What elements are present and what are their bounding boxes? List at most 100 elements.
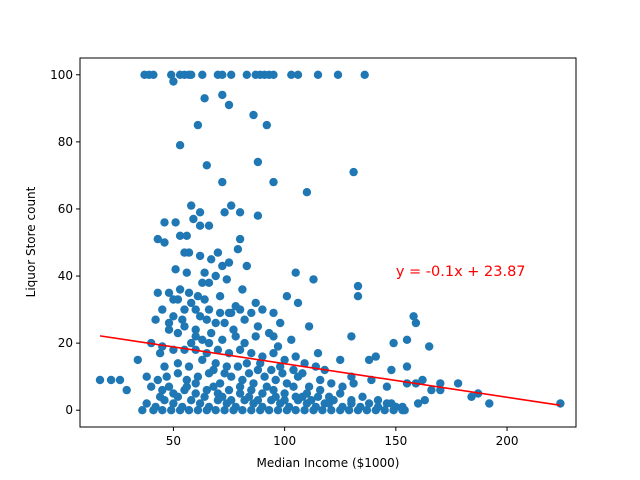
scatter-point xyxy=(164,325,174,334)
scatter-point xyxy=(289,365,298,375)
scatter-point xyxy=(324,399,334,408)
scatter-point xyxy=(280,396,289,405)
x-tick-label: 150 xyxy=(384,434,407,448)
scatter-point xyxy=(280,389,289,398)
scatter-point xyxy=(313,349,323,358)
scatter-point xyxy=(149,406,158,415)
scatter-point xyxy=(231,332,240,341)
scatter-point xyxy=(215,308,225,318)
scatter-point xyxy=(122,385,131,395)
scatter-point xyxy=(191,305,200,314)
scatter-point xyxy=(155,349,165,358)
scatter-point xyxy=(353,292,363,301)
regression-line-layer xyxy=(99,335,561,407)
scatter-point xyxy=(147,382,156,391)
scatter-point xyxy=(333,70,343,80)
scatter-point xyxy=(220,318,229,328)
scatter-point xyxy=(336,389,345,398)
y-tick-label: 100 xyxy=(50,68,73,82)
scatter-point xyxy=(211,271,220,281)
scatter-point xyxy=(269,308,278,318)
scatter-point xyxy=(262,120,271,130)
scatter-point xyxy=(420,396,429,405)
scatter-point xyxy=(253,322,263,331)
scatter-point xyxy=(247,385,256,395)
scatter-point xyxy=(267,365,276,375)
scatter-point xyxy=(251,298,260,308)
scatter-point xyxy=(184,362,194,371)
scatter-point xyxy=(318,406,327,415)
scatter-point xyxy=(215,379,225,388)
scatter-point xyxy=(398,406,407,415)
scatter-point xyxy=(360,70,369,80)
scatter-point xyxy=(195,251,205,261)
scatter-point xyxy=(262,382,271,391)
scatter-point xyxy=(191,389,200,398)
scatter-point xyxy=(198,335,207,344)
scatter-point xyxy=(387,365,396,375)
scatter-point xyxy=(227,201,236,210)
scatter-point xyxy=(300,406,309,415)
scatter-point xyxy=(220,369,229,378)
scatter-point xyxy=(211,406,220,415)
scatter-point xyxy=(195,312,205,321)
scatter-point xyxy=(193,120,203,130)
scatter-point xyxy=(200,94,209,103)
scatter-point xyxy=(115,375,125,385)
scatter-point xyxy=(191,379,200,388)
y-tick-label: 80 xyxy=(58,135,73,149)
scatter-point xyxy=(187,396,196,405)
scatter-point xyxy=(173,369,183,378)
scatter-point xyxy=(258,352,267,361)
scatter-point xyxy=(153,375,162,385)
scatter-point xyxy=(276,318,285,328)
scatter-point xyxy=(209,365,218,375)
scatter-point xyxy=(327,406,336,415)
scatter-point xyxy=(193,292,203,301)
scatter-point xyxy=(302,188,312,197)
scatter-point xyxy=(338,382,347,391)
scatter-point xyxy=(155,392,165,401)
scatter-point xyxy=(264,406,274,415)
scatter-point xyxy=(289,382,298,391)
scatter-point xyxy=(229,325,238,334)
scatter-point xyxy=(187,201,196,210)
scatter-point xyxy=(253,211,263,220)
scatter-point xyxy=(138,406,147,415)
scatter-point xyxy=(202,315,211,324)
scatter-point xyxy=(180,322,189,331)
scatter-point xyxy=(244,369,254,378)
scatter-point xyxy=(204,278,214,287)
scatter-point xyxy=(171,265,180,274)
scatter-point xyxy=(198,70,207,80)
regression-line xyxy=(99,335,561,407)
scatter-point xyxy=(191,332,200,341)
scatter-point xyxy=(313,70,323,80)
scatter-point xyxy=(280,355,289,365)
scatter-point xyxy=(106,375,116,385)
scatter-point xyxy=(227,396,236,405)
scatter-point xyxy=(195,221,205,230)
scatter-point xyxy=(235,208,245,217)
scatter-point xyxy=(242,70,251,80)
scatter-point xyxy=(291,352,300,361)
scatter-point xyxy=(207,328,216,338)
scatter-point xyxy=(276,362,285,371)
scatter-point xyxy=(344,406,354,415)
scatter-point xyxy=(271,392,280,401)
scatter-point xyxy=(178,315,187,324)
scatter-point xyxy=(218,261,227,271)
scatter-point xyxy=(213,345,223,354)
x-tick-label: 50 xyxy=(166,434,181,448)
scatter-point xyxy=(235,345,245,354)
scatter-point xyxy=(180,248,189,257)
scatter-point xyxy=(218,177,227,187)
scatter-point xyxy=(169,77,178,86)
scatter-point xyxy=(235,305,245,314)
scatter-point xyxy=(380,406,389,415)
scatter-point xyxy=(195,399,205,408)
y-tick-label: 20 xyxy=(58,336,73,350)
scatter-point xyxy=(316,375,325,385)
scatter-point xyxy=(413,399,423,408)
scatter-point xyxy=(293,372,303,381)
